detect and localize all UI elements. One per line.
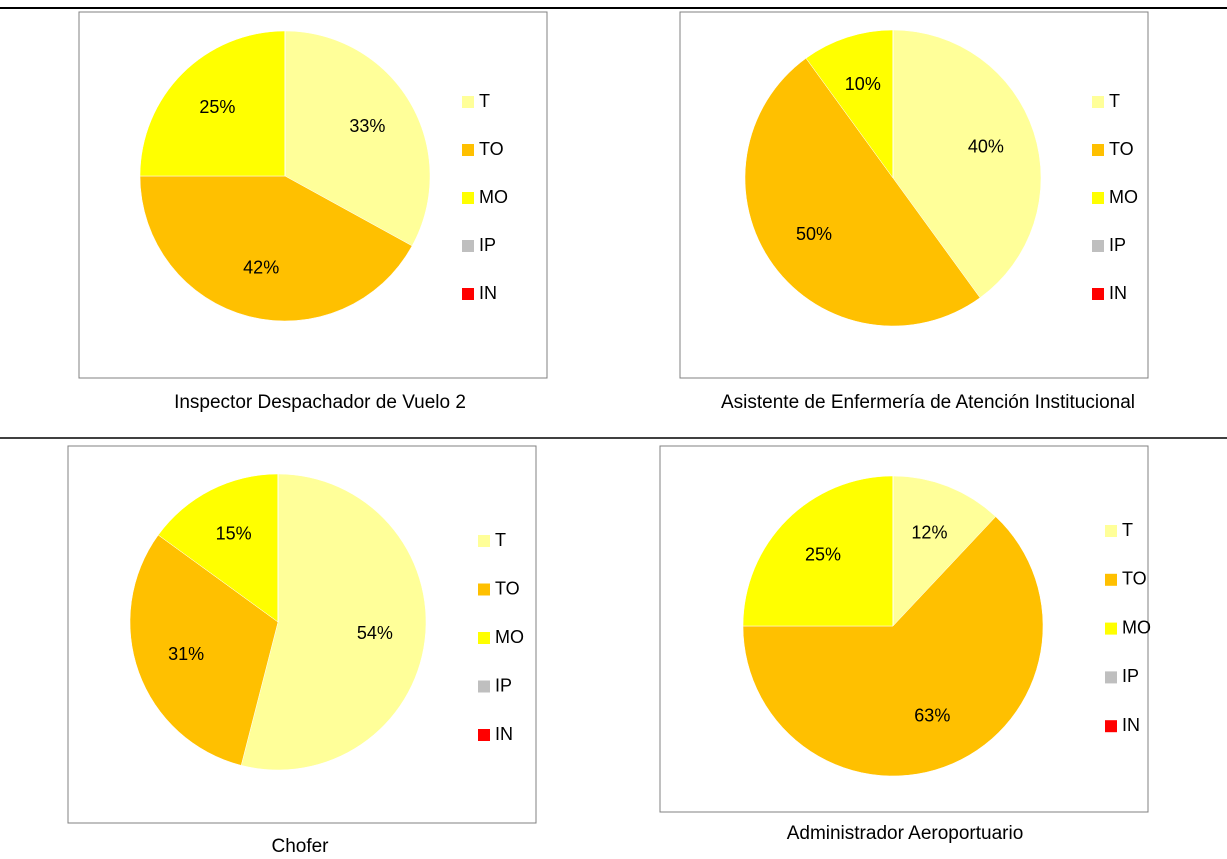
pie-slice bbox=[139, 175, 413, 322]
legend-swatch bbox=[1105, 671, 1117, 684]
legend-swatch bbox=[1105, 525, 1117, 537]
value-label: 10% bbox=[845, 74, 881, 94]
legend-label: T bbox=[1109, 91, 1120, 111]
legend-label: TO bbox=[1109, 139, 1134, 159]
pie-slice bbox=[139, 30, 286, 177]
chart-caption: Asistente de Enfermería de Atención Inst… bbox=[721, 392, 1135, 413]
chart-frame bbox=[659, 445, 1149, 813]
legend-swatch bbox=[1105, 720, 1117, 733]
pie-slice bbox=[744, 57, 981, 327]
legend-label: T bbox=[495, 530, 506, 550]
legend-swatch bbox=[462, 192, 474, 204]
legend-label: T bbox=[1122, 520, 1133, 540]
value-label: 12% bbox=[911, 523, 947, 543]
chart-frame bbox=[679, 11, 1149, 379]
legend-swatch bbox=[478, 535, 490, 547]
legend-swatch bbox=[462, 240, 474, 252]
legend-label: MO bbox=[479, 187, 508, 207]
legend-label: IP bbox=[479, 235, 496, 255]
chart-caption: Chofer bbox=[271, 836, 329, 857]
legend-label: TO bbox=[479, 139, 504, 159]
pie-slice bbox=[892, 29, 1042, 299]
pie-slice bbox=[742, 475, 894, 627]
legend-label: MO bbox=[495, 627, 524, 647]
value-label: 25% bbox=[805, 545, 841, 565]
value-label: 42% bbox=[243, 257, 279, 277]
legend-label: IN bbox=[479, 283, 497, 303]
legend-label: IP bbox=[1122, 666, 1139, 686]
legend-swatch bbox=[1092, 192, 1104, 204]
legend-swatch bbox=[478, 729, 490, 741]
chart-frame bbox=[78, 11, 548, 379]
legend-swatch bbox=[1105, 573, 1117, 586]
legend-label: TO bbox=[1122, 569, 1147, 589]
legend-swatch bbox=[478, 583, 490, 596]
legend-label: T bbox=[479, 91, 490, 111]
value-label: 15% bbox=[216, 524, 252, 544]
legend-swatch bbox=[462, 144, 474, 156]
pie-slice bbox=[284, 30, 431, 247]
legend-swatch bbox=[1092, 288, 1104, 300]
legend-label: MO bbox=[1109, 187, 1138, 207]
value-label: 63% bbox=[914, 706, 950, 726]
legend-label: MO bbox=[1122, 617, 1151, 637]
chart-frame bbox=[67, 445, 537, 824]
value-label: 54% bbox=[357, 623, 393, 643]
value-label: 33% bbox=[349, 116, 385, 136]
legend-swatch bbox=[462, 96, 474, 108]
legend-swatch bbox=[478, 680, 490, 693]
legend-label: IN bbox=[1122, 715, 1140, 735]
value-label: 50% bbox=[796, 224, 832, 244]
chart-caption: Inspector Despachador de Vuelo 2 bbox=[174, 392, 466, 413]
value-label: 40% bbox=[968, 137, 1004, 157]
legend-swatch bbox=[1105, 622, 1117, 635]
legend-label: TO bbox=[495, 578, 520, 598]
legend-swatch bbox=[1092, 240, 1104, 252]
legend-swatch bbox=[462, 288, 474, 300]
pie-slice bbox=[157, 473, 279, 623]
legend-label: IP bbox=[1109, 235, 1126, 255]
legend-label: IP bbox=[495, 675, 512, 695]
legend-swatch bbox=[478, 632, 490, 644]
legend-swatch bbox=[1092, 96, 1104, 108]
legend-swatch bbox=[1092, 144, 1104, 156]
chart-caption: Administrador Aeroportuario bbox=[787, 823, 1024, 844]
value-label: 25% bbox=[199, 97, 235, 117]
pie-slice bbox=[805, 29, 894, 179]
pie-slice bbox=[892, 475, 997, 627]
pie-slice bbox=[742, 516, 1044, 777]
legend-label: IN bbox=[1109, 283, 1127, 303]
pie-slice bbox=[240, 473, 427, 771]
pie-slice bbox=[129, 534, 279, 766]
legend-label: IN bbox=[495, 724, 513, 744]
value-label: 31% bbox=[168, 644, 204, 664]
